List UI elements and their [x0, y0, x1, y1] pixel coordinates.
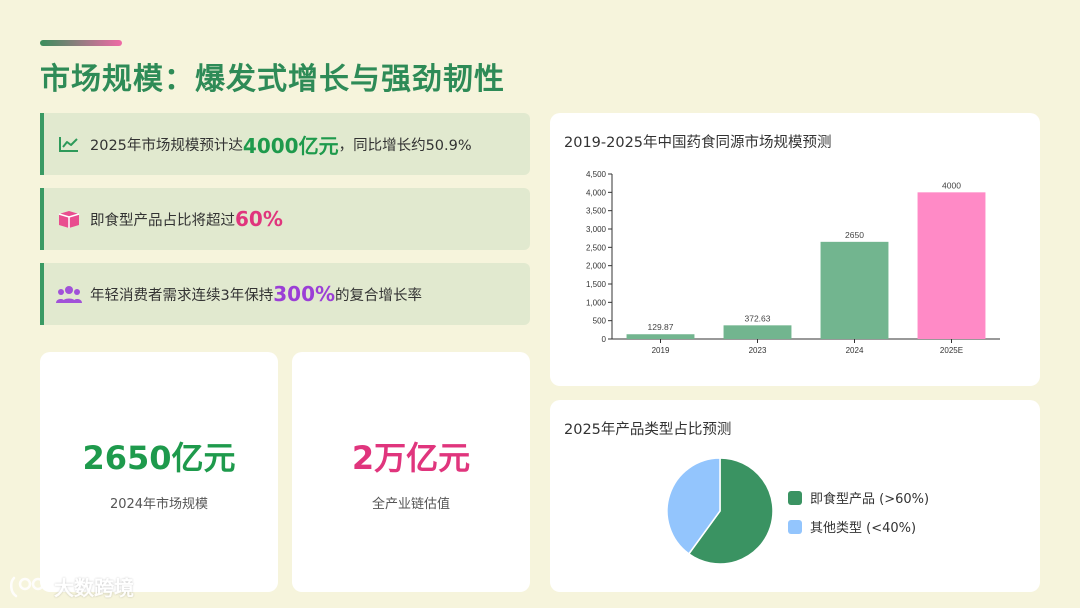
pie-slice: [687, 457, 774, 565]
data-label: 372.63: [745, 313, 771, 323]
kpi-card-chain-valuation: 2万亿元 全产业链估值: [292, 352, 530, 592]
bar: [820, 241, 889, 339]
y-tick-label: 0: [602, 335, 607, 344]
pie-chart-panel: 2025年产品类型占比预测 即食型产品 (>60%) 其他类型 (<40%): [550, 400, 1040, 592]
stat-row-market-size: 2025年市场规模预计达 4000亿元 ，同比增长约50.9%: [40, 113, 530, 175]
title-accent-bar: [40, 40, 122, 46]
y-tick-label: 2,000: [586, 262, 607, 271]
pie-legend: 即食型产品 (>60%) 其他类型 (<40%): [788, 488, 929, 546]
x-tick-label: 2023: [749, 346, 767, 355]
bar-chart: 0 500 1,000 1,500 2,000 2,500 3,000 3,500 4,000 4…: [586, 170, 1000, 355]
kpi-label: 2024年市场规模: [109, 496, 209, 512]
pie-chart-title: 2025年产品类型占比预测: [564, 422, 732, 438]
legend-swatch: [788, 519, 802, 534]
kpi-card-2024-market: 2650亿元 2024年市场规模: [40, 352, 278, 592]
legend-label: 即食型产品 (>60%): [810, 492, 930, 507]
stat-suffix: ，同比增长约50.9%: [338, 137, 472, 154]
bar: [723, 325, 792, 339]
page-title: 市场规模：爆发式增长与强劲韧性: [40, 62, 505, 97]
y-tick-label: 500: [593, 317, 607, 326]
stat-prefix: 即食型产品占比将超过: [90, 212, 235, 229]
y-tick-label: 4,500: [586, 170, 607, 179]
x-tick-label: 2025E: [940, 346, 963, 355]
logo-icon: [10, 576, 45, 597]
bar: [626, 334, 695, 339]
y-tick-label: 3,000: [586, 225, 607, 234]
bar-chart-title: 2019-2025年中国药食同源市场规模预测: [564, 135, 832, 151]
bar-chart-panel: 2019-2025年中国药食同源市场规模预测 0 500 1,000 1,500 2,0…: [550, 113, 1040, 386]
x-tick-label: 2019: [652, 346, 670, 355]
bar: [917, 192, 986, 339]
stat-row-young-consumers: 年轻消费者需求连续3年保持 300% 的复合增长率: [40, 263, 530, 325]
watermark-text: 大数跨境: [54, 576, 134, 600]
y-tick-label: 1,000: [586, 298, 607, 307]
kpi-label: 全产业链估值: [371, 496, 450, 512]
stat-prefix: 2025年市场规模预计达: [90, 137, 243, 154]
legend-item: 即食型产品 (>60%): [788, 488, 929, 507]
kpi-value: 2万亿元: [351, 438, 471, 477]
stat-suffix: 的复合增长率: [335, 287, 423, 304]
line-chart-icon: [56, 133, 82, 155]
stat-highlight: 4000亿元: [242, 133, 339, 158]
data-label: 4000: [942, 180, 961, 190]
legend-label: 其他类型 (<40%): [810, 521, 917, 536]
stat-highlight: 300%: [273, 282, 336, 306]
x-tick-label: 2024: [846, 346, 864, 355]
pie-chart: [666, 457, 774, 565]
stat-prefix: 年轻消费者需求连续3年保持: [90, 287, 274, 304]
stat-row-instant-share: 即食型产品占比将超过 60%: [40, 188, 530, 250]
y-tick-label: 2,500: [586, 243, 607, 252]
legend-swatch: [788, 490, 802, 505]
data-label: 129.87: [648, 322, 674, 332]
kpi-value: 2650亿元: [82, 438, 236, 477]
stat-highlight: 60%: [235, 207, 283, 231]
legend-item: 其他类型 (<40%): [788, 517, 929, 536]
data-label: 2650: [845, 230, 864, 240]
pie-slice: [666, 457, 721, 555]
watermark-logo: 大数跨境: [8, 572, 134, 601]
users-icon: [56, 283, 82, 305]
box-icon: [56, 208, 82, 230]
y-tick-label: 4,000: [586, 188, 607, 197]
y-tick-label: 1,500: [586, 280, 607, 289]
y-tick-label: 3,500: [586, 207, 607, 216]
